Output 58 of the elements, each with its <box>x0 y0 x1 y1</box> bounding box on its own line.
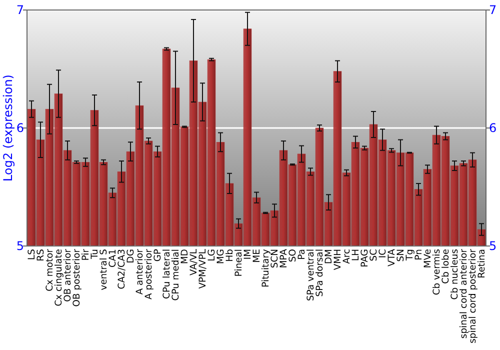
x-tick-label: A anterior <box>134 248 146 295</box>
x-tick-label: ME <box>252 248 263 263</box>
x-tick-label: MD <box>180 249 191 264</box>
x-tick-label: spinal cord anterior <box>458 248 470 339</box>
x-tick-label: Pa <box>296 249 308 260</box>
x-tick-label: OB posterior <box>72 248 83 307</box>
x-tick-label: SPa ventral <box>306 249 317 301</box>
x-tick-label: OB anterior <box>62 248 74 302</box>
x-tick-label: MVe <box>422 248 434 268</box>
x-tick-label: GP <box>152 248 164 262</box>
x-tick-label: SN <box>396 249 407 262</box>
x-tick-label: Pituitary <box>260 248 272 288</box>
x-tick-label: Tg <box>404 249 416 262</box>
y-tick-label: 6 <box>16 120 24 135</box>
x-tick-label: LS <box>26 248 38 260</box>
x-tick-label: VMH <box>332 249 344 270</box>
x-tick-label: Pineal <box>234 249 245 277</box>
y-axis-title: Log2 (expression) <box>1 74 15 182</box>
x-tick-label: IM <box>242 248 254 260</box>
x-tick-label: CA2/CA3 <box>116 248 128 290</box>
x-tick-label: Cb vermis <box>432 248 443 296</box>
x-tick-label: ventral S <box>98 248 110 290</box>
x-tick-label: DM <box>324 248 335 264</box>
x-tick-label: VPM/VPL <box>198 248 209 289</box>
x-tick-label: spinal cord posterior <box>468 248 479 344</box>
x-tick-label: MG <box>216 249 227 264</box>
x-tick-label: Pn <box>414 248 425 260</box>
x-tick-label: SO <box>288 249 299 262</box>
x-tick-label: VA/VL <box>188 248 200 276</box>
y2-tick-label: 7 <box>489 2 497 17</box>
x-tick-label: LH <box>350 249 362 262</box>
x-tick-label: PAG <box>360 249 371 268</box>
x-tick-label: RS <box>36 248 47 262</box>
x-tick-label: CPu medial <box>170 249 182 301</box>
x-tick-label: SPa dorsal <box>314 249 326 297</box>
x-tick-label: CA1 <box>108 249 119 268</box>
x-tick-label: Cx cingulate <box>54 248 65 306</box>
x-tick-label: IC <box>378 249 389 258</box>
y2-tick-label: 6 <box>489 120 497 135</box>
x-tick-label: SCN <box>270 249 281 268</box>
x-tick-label: Pir <box>80 248 92 261</box>
x-tick-label: A posterior <box>144 248 155 300</box>
x-tick-label: DG <box>126 249 137 264</box>
x-tick-label: Retina <box>476 249 488 278</box>
y-tick-label: 5 <box>16 238 24 253</box>
x-tick-label: VTA <box>386 248 398 266</box>
x-tick-label: Arc <box>342 249 353 264</box>
x-tick-label: SC <box>368 249 380 262</box>
x-tick-label: Cx motor <box>44 248 56 292</box>
x-tick-label: CPu lateral <box>162 249 173 299</box>
x-tick-label: Cb nucleus <box>450 248 461 300</box>
x-tick-label: Tu <box>90 249 101 260</box>
x-tick-label: LG <box>206 249 218 262</box>
x-tick-label: Cb lobe <box>440 248 452 284</box>
x-tick-label: MPA <box>278 248 290 268</box>
x-tick-label: Hb <box>224 248 236 262</box>
y2-tick-label: 5 <box>489 238 497 253</box>
y-tick-label: 7 <box>16 2 24 17</box>
